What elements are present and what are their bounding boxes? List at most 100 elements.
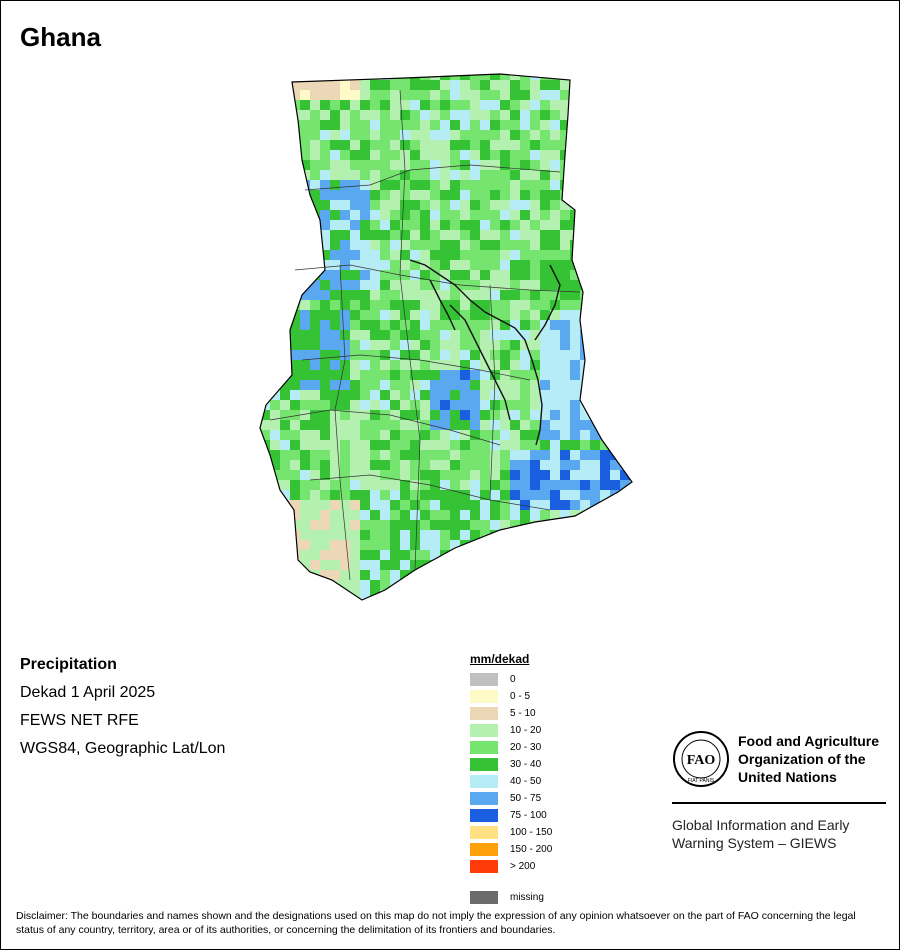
raster-cell <box>470 270 480 280</box>
raster-cell <box>450 290 460 300</box>
raster-cell <box>600 380 610 390</box>
raster-cell <box>480 140 490 150</box>
raster-cell <box>440 310 450 320</box>
raster-cell <box>540 530 550 540</box>
raster-cell <box>450 440 460 450</box>
raster-cell <box>640 490 650 500</box>
raster-cell <box>450 260 460 270</box>
raster-cell <box>590 310 600 320</box>
raster-cell <box>450 610 460 620</box>
raster-cell <box>610 550 620 560</box>
raster-cell <box>290 590 300 600</box>
raster-cell <box>410 340 420 350</box>
raster-cell <box>570 550 580 560</box>
raster-cell <box>270 550 280 560</box>
raster-cell <box>560 520 570 530</box>
raster-cell <box>600 460 610 470</box>
raster-cell <box>500 390 510 400</box>
raster-cell <box>500 430 510 440</box>
raster-cell <box>320 160 330 170</box>
raster-cell <box>400 570 410 580</box>
raster-cell <box>640 480 650 490</box>
raster-cell <box>540 420 550 430</box>
raster-cell <box>550 120 560 130</box>
raster-cell <box>300 570 310 580</box>
raster-cell <box>410 90 420 100</box>
raster-cell <box>640 600 650 610</box>
raster-cell <box>640 100 650 110</box>
raster-cell <box>320 270 330 280</box>
raster-cell <box>550 600 560 610</box>
raster-cell <box>300 230 310 240</box>
raster-cell <box>500 510 510 520</box>
raster-cell <box>370 380 380 390</box>
raster-cell <box>320 150 330 160</box>
raster-cell <box>400 340 410 350</box>
raster-cell <box>320 250 330 260</box>
raster-cell <box>430 180 440 190</box>
raster-cell <box>290 580 300 590</box>
raster-cell <box>480 190 490 200</box>
raster-cell <box>490 210 500 220</box>
raster-cell <box>590 260 600 270</box>
raster-cell <box>350 600 360 610</box>
raster-cell <box>570 120 580 130</box>
raster-cell <box>370 120 380 130</box>
raster-cell <box>550 250 560 260</box>
raster-cell <box>500 90 510 100</box>
raster-cell <box>480 520 490 530</box>
raster-cell <box>350 460 360 470</box>
raster-cell <box>450 350 460 360</box>
raster-cell <box>580 410 590 420</box>
raster-cell <box>430 460 440 470</box>
raster-cell <box>290 560 300 570</box>
raster-cell <box>420 190 430 200</box>
raster-cell <box>370 490 380 500</box>
raster-cell <box>600 540 610 550</box>
raster-cell <box>580 570 590 580</box>
raster-cell <box>440 120 450 130</box>
raster-cell <box>410 490 420 500</box>
raster-cell <box>400 140 410 150</box>
raster-cell <box>560 180 570 190</box>
raster-cell <box>630 380 632 390</box>
raster-cell <box>430 140 440 150</box>
raster-cell <box>290 600 300 610</box>
raster-cell <box>350 550 360 560</box>
raster-cell <box>330 470 340 480</box>
raster-cell <box>620 430 630 440</box>
org-name-line-2: Organization of the <box>738 751 866 767</box>
raster-cell <box>290 290 300 300</box>
raster-cell <box>610 590 620 600</box>
raster-cell <box>620 310 630 320</box>
raster-cell <box>440 580 450 590</box>
raster-cell <box>610 160 620 170</box>
raster-cell <box>260 240 270 250</box>
raster-cell <box>480 540 490 550</box>
raster-cell <box>390 450 400 460</box>
raster-cell <box>600 480 610 490</box>
raster-cell <box>560 600 570 610</box>
raster-cell <box>530 220 540 230</box>
raster-cell <box>620 590 630 600</box>
raster-cell <box>380 240 390 250</box>
raster-cell <box>400 130 410 140</box>
raster-cell <box>350 230 360 240</box>
raster-cell <box>340 340 350 350</box>
raster-cell <box>390 430 400 440</box>
raster-cell <box>640 610 650 620</box>
raster-cell <box>280 170 290 180</box>
raster-cell <box>340 130 350 140</box>
raster-cell <box>640 190 650 200</box>
raster-cell <box>520 190 530 200</box>
raster-cell <box>540 380 550 390</box>
raster-cell <box>550 570 560 580</box>
raster-cell <box>540 240 550 250</box>
raster-cell <box>500 260 510 270</box>
raster-cell <box>600 200 610 210</box>
raster-cell <box>290 60 300 70</box>
raster-cell <box>490 410 500 420</box>
raster-cell <box>310 500 320 510</box>
raster-cell <box>460 210 470 220</box>
raster-cell <box>580 270 590 280</box>
